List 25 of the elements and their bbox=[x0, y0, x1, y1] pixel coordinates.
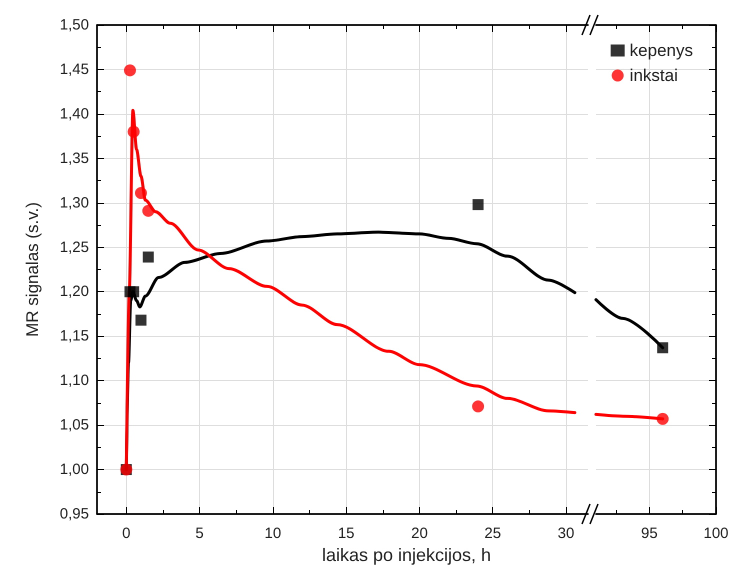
y-tick-label: 1,10 bbox=[60, 372, 89, 390]
x-tick-label: 25 bbox=[484, 525, 502, 542]
x-tick-label: 100 bbox=[703, 525, 729, 542]
y-tick-label: 1,20 bbox=[60, 283, 89, 300]
y-tick-label: 1,50 bbox=[60, 16, 89, 34]
x-tick-label: 15 bbox=[338, 525, 355, 542]
x-axis-title: laikas po injekcijos, h bbox=[322, 545, 492, 565]
x-tick-label: 5 bbox=[195, 525, 204, 542]
y-tick-label: 1,45 bbox=[60, 60, 89, 78]
y-tick-label: 1,30 bbox=[60, 194, 89, 212]
x-tick-label: 20 bbox=[411, 525, 428, 542]
legend-label: kepenys bbox=[630, 41, 694, 60]
y-tick-label: 0,95 bbox=[60, 506, 89, 522]
y-tick-label: 1,40 bbox=[60, 105, 89, 122]
legend-label: inkstai bbox=[630, 66, 678, 85]
y-tick-label: 1,35 bbox=[60, 150, 89, 167]
y-tick-label: 1,25 bbox=[60, 238, 89, 256]
x-tick-label: 30 bbox=[558, 525, 574, 542]
x-tick-label: 10 bbox=[264, 525, 282, 542]
y-tick-label: 1,15 bbox=[60, 328, 89, 345]
y-axis-title: MR signalas (s.v.) bbox=[23, 202, 42, 337]
y-tick-label: 1,00 bbox=[60, 461, 89, 478]
y-tick-label: 1,05 bbox=[60, 416, 89, 434]
x-tick-label: 95 bbox=[640, 525, 658, 542]
x-tick-label: 0 bbox=[122, 525, 130, 542]
